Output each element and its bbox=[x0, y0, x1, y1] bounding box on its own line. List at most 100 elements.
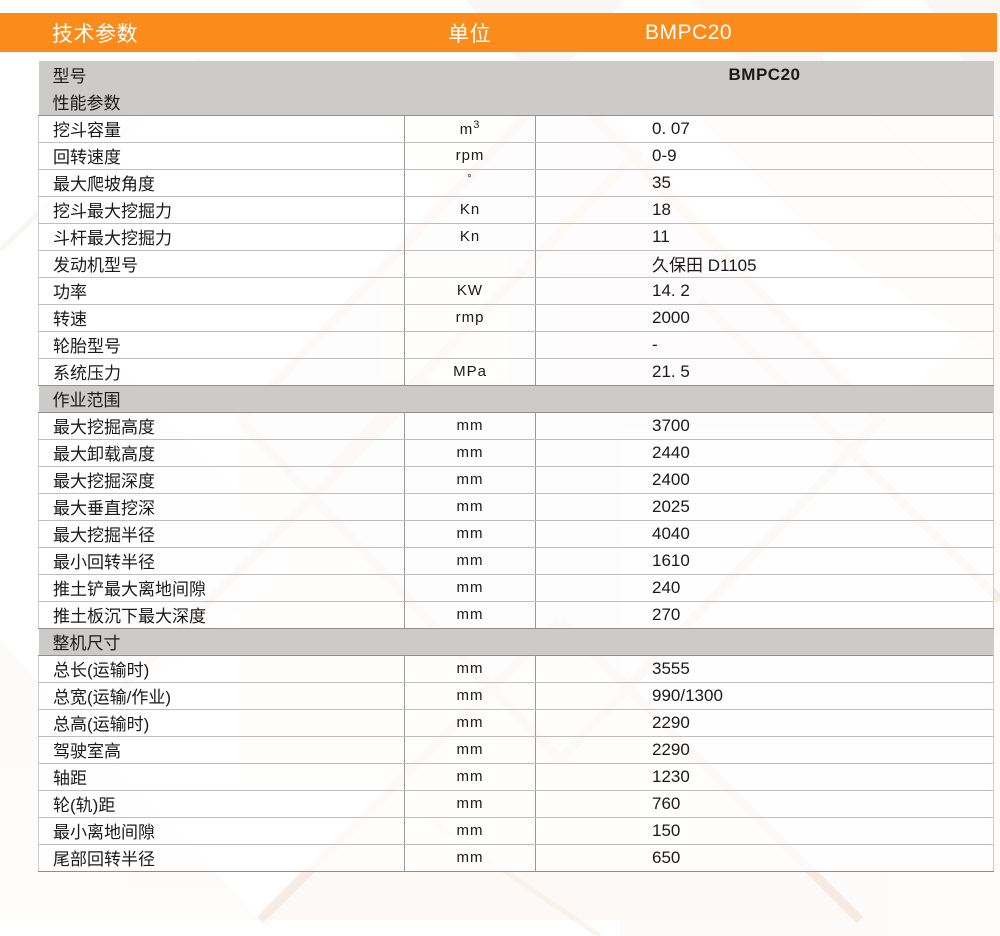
specification-table: 型号 BMPC20 性能参数 挖斗容量 m3 0. 07 回转速度 rpm 0-9 最大爬坡角度 °… bbox=[38, 61, 994, 872]
row-unit: mm bbox=[404, 709, 536, 737]
row-param: 发动机型号 bbox=[38, 250, 405, 278]
row-value: 14. 2 bbox=[535, 277, 994, 305]
row-param: 转速 bbox=[38, 304, 405, 332]
row-value: 2025 bbox=[535, 493, 994, 521]
table-row: 总长(运输时) mm 3555 bbox=[38, 654, 994, 683]
table-row: 回转速度 rpm 0-9 bbox=[38, 142, 994, 170]
model-row: 型号 BMPC20 bbox=[38, 61, 994, 88]
row-unit: MPa bbox=[404, 358, 536, 386]
row-param: 回转速度 bbox=[38, 142, 405, 170]
row-unit: mm bbox=[404, 790, 536, 818]
table-row: 挖斗最大挖掘力 Kn 18 bbox=[38, 196, 994, 224]
row-value: 3700 bbox=[535, 411, 994, 440]
row-unit bbox=[404, 331, 536, 359]
table-row: 最大挖掘高度 mm 3700 bbox=[38, 411, 994, 440]
row-param: 轴距 bbox=[38, 763, 405, 791]
row-value: 0-9 bbox=[535, 142, 994, 170]
row-value: 270 bbox=[535, 601, 994, 629]
row-param: 轮(轨)距 bbox=[38, 790, 405, 818]
header-model-label: BMPC20 bbox=[645, 20, 733, 44]
row-value: 990/1300 bbox=[535, 682, 994, 710]
table-row: 挖斗容量 m3 0. 07 bbox=[38, 114, 994, 143]
row-unit: mm bbox=[404, 411, 536, 440]
section-title: 作业范围 bbox=[38, 385, 994, 412]
row-param: 尾部回转半径 bbox=[38, 844, 405, 872]
row-unit: mm bbox=[404, 547, 536, 575]
model-row-param: 型号 bbox=[38, 61, 405, 88]
row-unit: m3 bbox=[404, 114, 536, 143]
row-param: 最大卸载高度 bbox=[38, 439, 405, 467]
row-param: 推土铲最大离地间隙 bbox=[38, 574, 405, 602]
section-header-row: 整机尺寸 bbox=[38, 628, 994, 655]
row-value: 650 bbox=[535, 844, 994, 872]
row-unit: mm bbox=[404, 763, 536, 791]
row-unit: mm bbox=[404, 466, 536, 494]
row-param: 系统压力 bbox=[38, 358, 405, 386]
table-row: 最大挖掘深度 mm 2400 bbox=[38, 466, 994, 494]
row-unit: mm bbox=[404, 736, 536, 764]
row-value: 11 bbox=[535, 223, 994, 251]
row-value: 2000 bbox=[535, 304, 994, 332]
section-title: 整机尺寸 bbox=[38, 628, 994, 655]
row-param: 驾驶室高 bbox=[38, 736, 405, 764]
model-row-unit bbox=[404, 61, 536, 88]
row-unit: mm bbox=[404, 574, 536, 602]
table-row: 总高(运输时) mm 2290 bbox=[38, 709, 994, 737]
row-unit: mm bbox=[404, 520, 536, 548]
row-param: 总宽(运输/作业) bbox=[38, 682, 405, 710]
row-unit: Kn bbox=[404, 223, 536, 251]
header-unit-label: 单位 bbox=[448, 22, 491, 46]
row-value: 21. 5 bbox=[535, 358, 994, 386]
table-row: 轮(轨)距 mm 760 bbox=[38, 790, 994, 818]
table-row: 推土板沉下最大深度 mm 270 bbox=[38, 601, 994, 629]
row-unit: mm bbox=[404, 682, 536, 710]
row-param: 总长(运输时) bbox=[38, 654, 405, 683]
row-value: 35 bbox=[535, 169, 994, 197]
row-param: 轮胎型号 bbox=[38, 331, 405, 359]
model-row-value: BMPC20 bbox=[535, 61, 994, 88]
row-param: 最大垂直挖深 bbox=[38, 493, 405, 521]
row-value: 2440 bbox=[535, 439, 994, 467]
row-value: 2400 bbox=[535, 466, 994, 494]
row-param: 最大挖掘高度 bbox=[38, 411, 405, 440]
table-row: 功率 KW 14. 2 bbox=[38, 277, 994, 305]
table-row: 最大卸载高度 mm 2440 bbox=[38, 439, 994, 467]
row-value: 18 bbox=[535, 196, 994, 224]
row-unit bbox=[404, 250, 536, 278]
row-unit: mm bbox=[404, 439, 536, 467]
row-unit: mm bbox=[404, 844, 536, 872]
table-row: 总宽(运输/作业) mm 990/1300 bbox=[38, 682, 994, 710]
row-unit: mm bbox=[404, 601, 536, 629]
row-value: 150 bbox=[535, 817, 994, 845]
row-param: 最大爬坡角度 bbox=[38, 169, 405, 197]
section-header-row: 性能参数 bbox=[38, 88, 994, 115]
row-value: - bbox=[535, 331, 994, 359]
row-param: 最大挖掘深度 bbox=[38, 466, 405, 494]
row-param: 挖斗最大挖掘力 bbox=[38, 196, 405, 224]
row-unit: KW bbox=[404, 277, 536, 305]
row-value: 3555 bbox=[535, 654, 994, 683]
row-unit: mm bbox=[404, 654, 536, 683]
row-value: 240 bbox=[535, 574, 994, 602]
row-param: 最小离地间隙 bbox=[38, 817, 405, 845]
row-param: 挖斗容量 bbox=[38, 114, 405, 143]
row-param: 斗杆最大挖掘力 bbox=[38, 223, 405, 251]
table-header-bar: 技术参数 单位 BMPC20 bbox=[0, 13, 997, 52]
table-row: 转速 rmp 2000 bbox=[38, 304, 994, 332]
row-value: 2290 bbox=[535, 736, 994, 764]
table-row: 最大垂直挖深 mm 2025 bbox=[38, 493, 994, 521]
table-row: 驾驶室高 mm 2290 bbox=[38, 736, 994, 764]
table-row: 最大爬坡角度 ° 35 bbox=[38, 169, 994, 197]
table-row: 轴距 mm 1230 bbox=[38, 763, 994, 791]
table-row: 最大挖掘半径 mm 4040 bbox=[38, 520, 994, 548]
row-value: 4040 bbox=[535, 520, 994, 548]
row-unit: Kn bbox=[404, 196, 536, 224]
row-value: 0. 07 bbox=[535, 114, 994, 143]
table-row: 斗杆最大挖掘力 Kn 11 bbox=[38, 223, 994, 251]
row-unit: rpm bbox=[404, 142, 536, 170]
row-unit: mm bbox=[404, 493, 536, 521]
table-row: 系统压力 MPa 21. 5 bbox=[38, 358, 994, 386]
row-param: 总高(运输时) bbox=[38, 709, 405, 737]
row-value: 760 bbox=[535, 790, 994, 818]
